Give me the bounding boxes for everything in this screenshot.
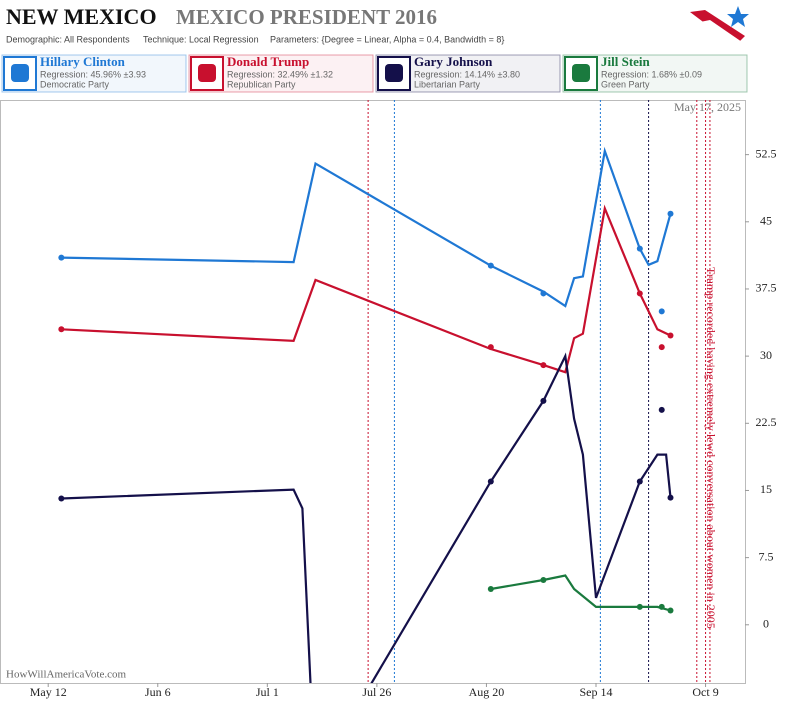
date-stamp: May 17, 2025 xyxy=(674,100,741,114)
poll-point xyxy=(540,397,547,404)
poll-point xyxy=(636,290,643,297)
y-tick-label: 22.5 xyxy=(756,415,777,429)
poll-point xyxy=(540,362,547,369)
x-tick-label: Aug 20 xyxy=(469,685,505,699)
x-tick-label: May 12 xyxy=(30,685,67,699)
regression-line xyxy=(490,574,671,612)
poll-point xyxy=(487,262,494,269)
legend-party: Republican Party xyxy=(227,79,296,89)
annotation: Trump recorded having extremely lewd con… xyxy=(704,267,718,629)
chart-subtitle: MEXICO PRESIDENT 2016 xyxy=(176,5,437,29)
legend-icon-fill xyxy=(11,64,29,82)
x-tick-label: Sep 14 xyxy=(580,685,613,699)
legend-regression: Regression: 14.14% ±3.80 xyxy=(414,69,520,79)
legend-icon-fill xyxy=(198,64,216,82)
legend-party: Green Party xyxy=(601,79,650,89)
y-tick-label: 45 xyxy=(760,214,772,228)
regression-line xyxy=(61,204,671,374)
y-tick-label: 7.5 xyxy=(759,549,774,563)
x-tick-label: Jul 1 xyxy=(256,685,279,699)
legend-party: Libertarian Party xyxy=(414,79,481,89)
poll-point xyxy=(636,478,643,485)
poll-point xyxy=(540,577,547,584)
poll-point xyxy=(58,326,65,333)
info: Technique: Local Regression xyxy=(143,34,259,44)
poll-point xyxy=(658,344,665,351)
poll-point xyxy=(540,290,547,297)
regression-line xyxy=(61,352,672,683)
poll-point xyxy=(636,245,643,252)
x-tick-label: Jul 26 xyxy=(362,685,391,699)
poll-point xyxy=(58,495,65,502)
legend-name: Hillary Clinton xyxy=(40,54,126,69)
info: Demographic: All Respondents xyxy=(6,34,130,44)
poll-point xyxy=(658,308,665,315)
poll-point xyxy=(636,603,643,610)
legend-regression: Regression: 1.68% ±0.09 xyxy=(601,69,702,79)
x-tick-label: Jun 6 xyxy=(145,685,171,699)
legend-regression: Regression: 45.96% ±3.93 xyxy=(40,69,146,79)
poll-point xyxy=(667,494,674,501)
source: HowWillAmericaVote.com xyxy=(6,669,126,681)
legend-name: Donald Trump xyxy=(227,54,309,69)
y-tick-label: 0 xyxy=(763,617,769,631)
legend-party: Democratic Party xyxy=(40,79,110,89)
regression-line xyxy=(61,146,672,308)
logo xyxy=(690,6,749,48)
y-tick-label: 37.5 xyxy=(756,281,777,295)
poll-point xyxy=(658,603,665,610)
poll-point xyxy=(487,344,494,351)
legend-name: Gary Johnson xyxy=(414,54,493,69)
info: Parameters: {Degree = Linear, Alpha = 0.… xyxy=(270,34,504,44)
poll-point xyxy=(667,607,674,614)
x-tick-label: Oct 9 xyxy=(692,685,718,699)
poll-point xyxy=(487,585,494,592)
poll-point xyxy=(58,254,65,261)
legend-name: Jill Stein xyxy=(601,54,651,69)
poll-point xyxy=(667,210,674,217)
legend-regression: Regression: 32.49% ±1.32 xyxy=(227,69,333,79)
plot xyxy=(58,146,674,683)
y-tick-label: 52.5 xyxy=(756,146,777,160)
y-tick-label: 30 xyxy=(760,348,772,362)
chart-title: NEW MEXICO xyxy=(6,4,157,29)
legend-icon-fill xyxy=(572,64,590,82)
poll-point xyxy=(658,406,665,413)
poll-point xyxy=(487,478,494,485)
poll-point xyxy=(667,332,674,339)
plot-frame xyxy=(0,100,746,684)
legend-icon-fill xyxy=(385,64,403,82)
y-tick-label: 15 xyxy=(760,482,772,496)
